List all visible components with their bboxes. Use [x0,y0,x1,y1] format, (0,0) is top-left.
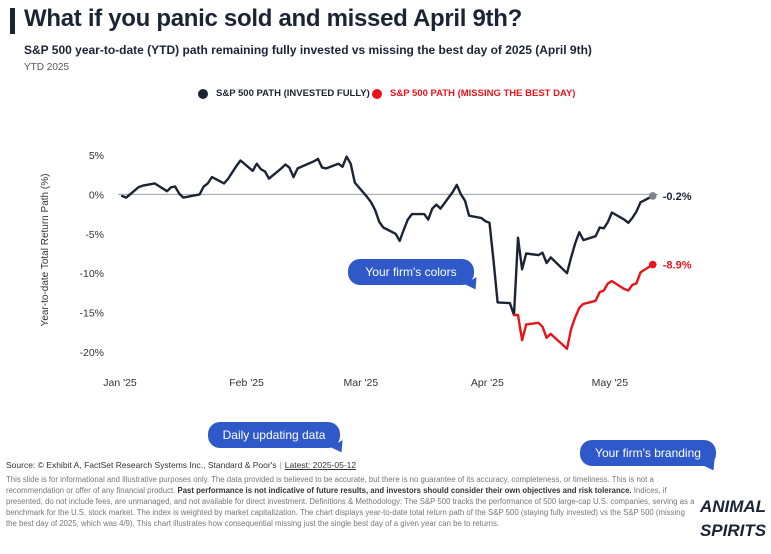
disclaimer-line-2a: This is not a recommendation or offer of… [6,475,654,495]
animal-spirits-logo: ANIMAL SPIRITS [699,497,767,540]
x-tick-label: May '25 [592,377,629,389]
latest-date: Latest: 2025-05-12 [284,460,357,470]
chart-subtitle: S&P 500 year-to-date (YTD) path remainin… [24,43,592,57]
disclaimer-line-3b: Indices, if presented, do not include fe… [6,486,695,528]
disclaimer-line-1: This slide is for informational and illu… [6,475,610,484]
y-tick-label: 0% [89,189,104,201]
series-end-label-invested: -0.2% [663,191,692,203]
y-axis-label: Year-to-date Total Return Path (%) [40,174,51,327]
x-tick-label: Feb '25 [229,377,264,389]
x-tick-label: Apr '25 [471,377,504,389]
legend-dot-invested [198,88,208,99]
title-block: What if you panic sold and missed April … [0,0,771,40]
source-text: Source: © Exhibit A, FactSet Research Sy… [6,460,277,470]
y-tick-label: 5% [89,150,104,162]
source-line: Source: © Exhibit A, FactSet Research Sy… [6,460,356,470]
title-accent-bar [10,8,15,34]
y-tick-label: -5% [85,229,104,241]
period-label: YTD 2025 [24,62,70,73]
y-tick-label: -10% [79,268,104,280]
y-tick-label: -15% [79,308,104,320]
x-tick-label: Jan '25 [103,377,137,389]
series-end-point-missing [648,260,657,269]
logo-line-2: SPIRITS [700,521,767,540]
legend-label-invested: S&P 500 PATH (INVESTED FULLY) [216,88,370,99]
legend-item-invested: S&P 500 PATH (INVESTED FULLY) [198,88,370,99]
source-separator: | [279,460,282,470]
chart-legend: S&P 500 PATH (INVESTED FULLY) S&P 500 PA… [0,88,771,104]
legend-label-missing: S&P 500 PATH (MISSING THE BEST DAY) [390,88,576,99]
legend-dot-missing [372,88,382,99]
page-title: What if you panic sold and missed April … [24,5,522,32]
callout-firm-colors: Your firm's colors [348,259,474,285]
series-end-label-missing: -8.9% [663,260,692,272]
x-tick-label: Mar '25 [343,377,378,389]
logo-line-1: ANIMAL [699,497,766,516]
callout-daily-data: Daily updating data [208,422,340,448]
series-end-point-invested [648,192,657,200]
disclaimer-line-2b: Past performance is not indicative of fu… [177,486,593,495]
disclaimer-line-3a: tolerance. [594,486,632,495]
series-line-missing [512,263,654,351]
line-chart: 5% 0% -5% -10% -15% -20% Jan '25 Feb '25 Mar '25… [40,150,692,389]
disclaimer: This slide is for informational and illu… [6,474,696,529]
y-tick-label: -20% [79,347,104,359]
callout-firm-branding: Your firm's branding [580,440,716,466]
series-line-invested [120,155,654,317]
legend-item-missing: S&P 500 PATH (MISSING THE BEST DAY) [372,88,575,99]
